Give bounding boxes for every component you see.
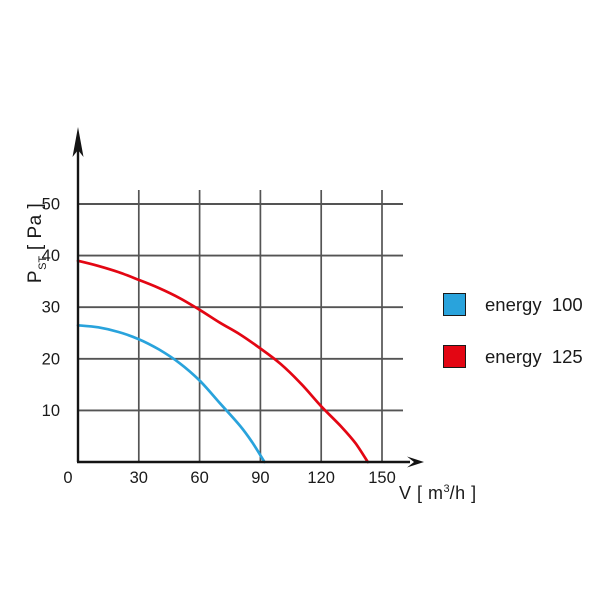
x-axis-title: V [ m3/h ]	[399, 483, 477, 504]
x-axis-arrow	[407, 456, 424, 468]
legend-swatch-energy-125	[443, 345, 466, 368]
x-tick-label-150: 150	[368, 469, 396, 487]
x-axis-title-unit: /h ]	[449, 483, 477, 503]
y-axis-title-subscript: ST	[36, 255, 49, 270]
y-tick-label-20: 20	[42, 350, 60, 368]
x-axis-title-superscript: 3	[443, 483, 450, 495]
y-axis-title: PST [ Pa ]	[25, 148, 49, 338]
curve-energy-125	[76, 259, 370, 464]
x-axis-title-symbol: V [ m	[399, 483, 444, 503]
x-tick-label-60: 60	[190, 469, 208, 487]
legend-label-energy-125: energy 125	[485, 345, 583, 367]
x-tick-label-30: 30	[130, 469, 148, 487]
y-axis-arrow	[72, 127, 84, 157]
legend: energy 100 energy 125	[443, 293, 583, 397]
curve-energy-100	[76, 323, 266, 464]
y-tick-label-10: 10	[42, 402, 60, 420]
y-tick-label-50: 50	[42, 196, 60, 214]
legend-item-energy-100: energy 100	[443, 293, 583, 316]
x-tick-label-0: 0	[63, 469, 72, 487]
legend-label-energy-100: energy 100	[485, 293, 583, 315]
y-axis-title-unit: [ Pa ]	[25, 202, 47, 256]
legend-swatch-energy-100	[443, 293, 466, 316]
legend-item-energy-125: energy 125	[443, 345, 583, 368]
x-tick-label-120: 120	[307, 469, 335, 487]
y-tick-label-40: 40	[42, 247, 60, 265]
y-tick-label-30: 30	[42, 299, 60, 317]
y-axis-title-symbol: P	[25, 269, 47, 284]
x-tick-label-90: 90	[251, 469, 269, 487]
